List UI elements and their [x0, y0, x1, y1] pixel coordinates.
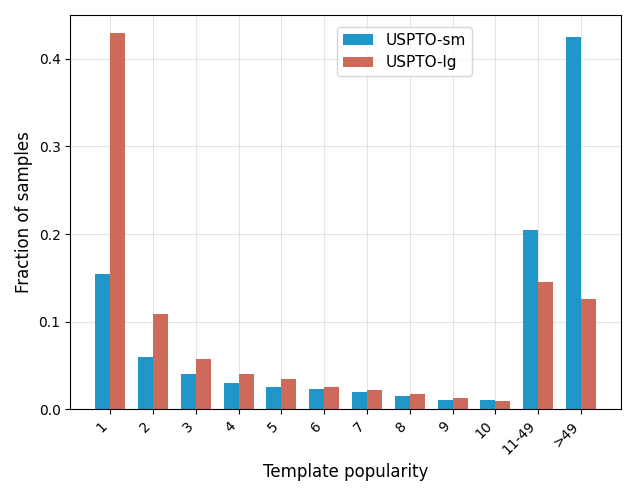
Bar — [566, 37, 581, 409]
Bar — [282, 378, 296, 409]
Bar — [224, 383, 238, 409]
Bar — [138, 357, 153, 409]
Bar — [196, 360, 211, 409]
Bar — [153, 314, 168, 409]
Bar — [523, 230, 538, 409]
Bar — [324, 387, 339, 409]
Bar — [309, 389, 324, 409]
Bar — [352, 392, 367, 409]
X-axis label: Template popularity: Template popularity — [263, 463, 428, 481]
Bar — [110, 33, 125, 409]
Bar — [480, 400, 495, 409]
Bar — [395, 396, 410, 409]
Bar — [238, 374, 254, 409]
Y-axis label: Fraction of samples: Fraction of samples — [15, 131, 33, 293]
Bar — [410, 394, 425, 409]
Bar — [95, 273, 110, 409]
Bar — [367, 390, 382, 409]
Bar — [538, 282, 553, 409]
Legend: USPTO-sm, USPTO-lg: USPTO-sm, USPTO-lg — [336, 27, 472, 76]
Bar — [453, 398, 467, 409]
Bar — [495, 401, 510, 409]
Bar — [266, 387, 282, 409]
Bar — [181, 374, 196, 409]
Bar — [438, 400, 453, 409]
Bar — [581, 299, 596, 409]
